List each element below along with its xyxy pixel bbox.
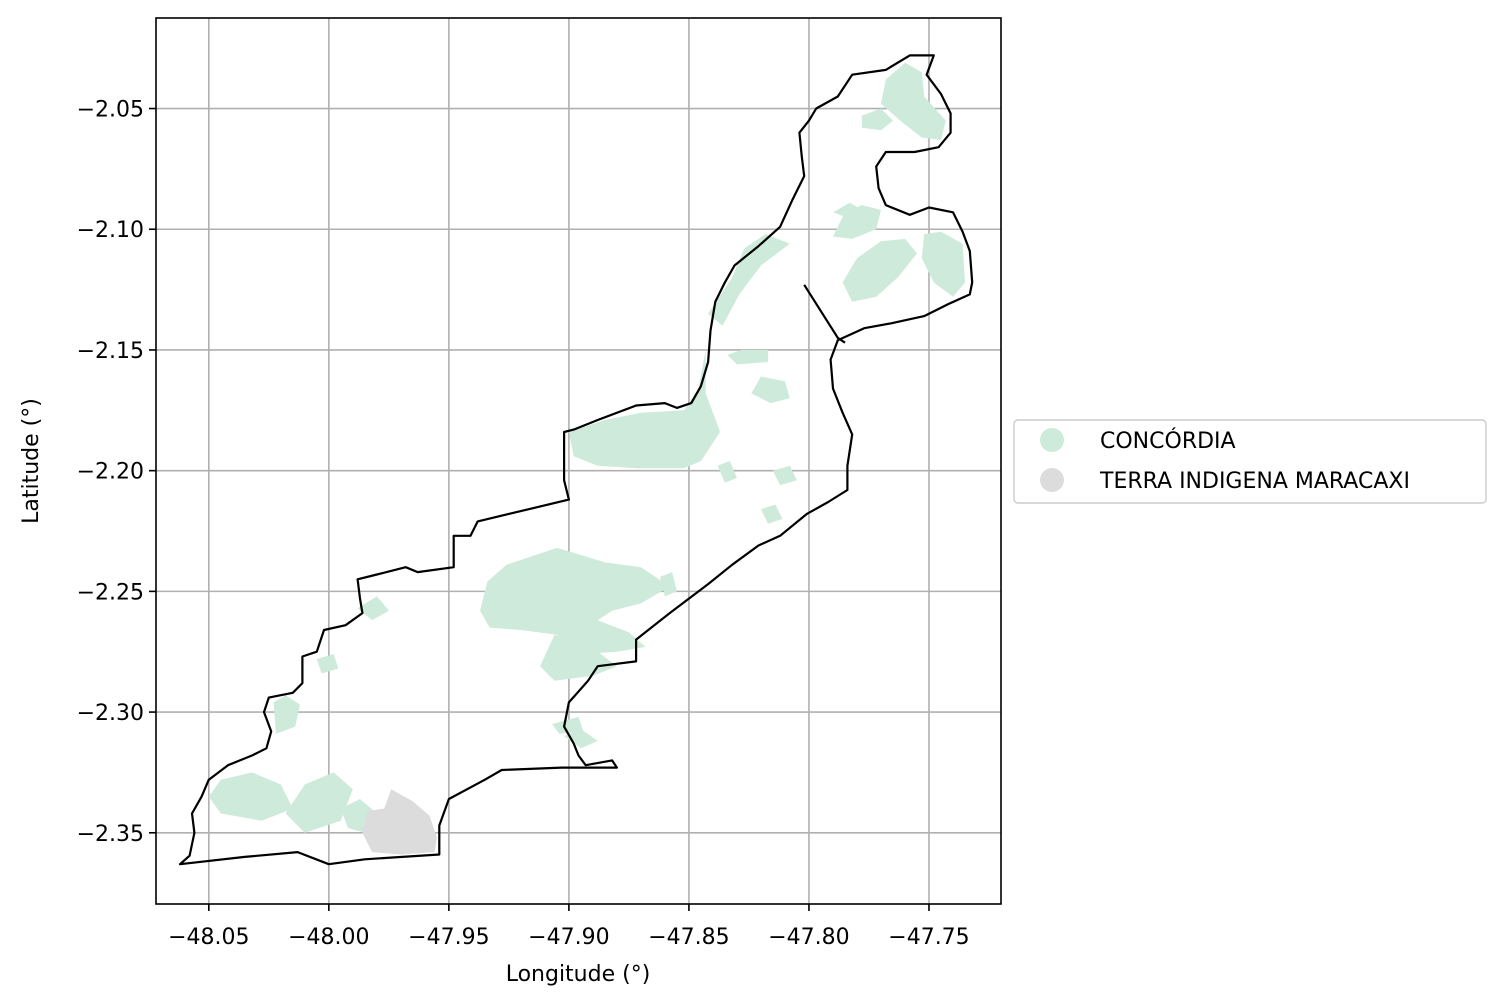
x-tick-label: −47.95 [408, 925, 489, 950]
concordia-polygon [480, 547, 670, 655]
maracaxi-polygon [362, 789, 437, 855]
concordia-polygon [273, 695, 300, 734]
legend-label-concordia: CONCÓRDIA [1100, 428, 1236, 454]
x-tick-label: −48.05 [168, 925, 249, 950]
concordia-polygon [921, 231, 965, 297]
concordia-polygon [717, 461, 737, 483]
axis-ticks: −48.05 −48.00 −47.95 −47.90 −47.85 −47.80 −47.… [77, 98, 970, 950]
legend-swatch-terra-indigena [1040, 468, 1064, 492]
concordia-polygon [708, 234, 790, 326]
concordia-polygon [861, 108, 893, 131]
municipality-boundary-layer [178, 54, 974, 866]
concordia-polygon [760, 504, 783, 524]
x-axis-label: Longitude (°) [506, 962, 651, 987]
concordia-polygon [540, 634, 617, 681]
concordia-polygon [552, 716, 584, 734]
y-tick-label: −2.20 [77, 460, 144, 485]
concordia-polygon [751, 376, 790, 404]
concordia-polygon [357, 596, 389, 621]
concordia-polygon [842, 238, 917, 302]
y-axis-label: Latitude (°) [19, 398, 44, 524]
y-tick-label: −2.30 [77, 701, 144, 726]
legend: CONCÓRDIA TERRA INDIGENA MARACAXI [1013, 419, 1487, 504]
concordia-polygon [727, 349, 769, 365]
concordia-polygon [316, 654, 339, 674]
concordia-polygon [564, 729, 598, 749]
concordia-polygon [640, 432, 665, 452]
y-tick-label: −2.10 [77, 218, 144, 243]
x-tick-label: −47.75 [888, 925, 969, 950]
municipality-boundary [178, 54, 974, 866]
x-tick-label: −47.90 [528, 925, 609, 950]
legend-label-terra-indigena: TERRA INDIGENA MARACAXI [1099, 469, 1410, 494]
concordia-polygon [833, 202, 862, 220]
concordia-polygon [660, 572, 677, 597]
y-tick-label: −2.35 [77, 822, 144, 847]
y-tick-label: −2.25 [77, 580, 144, 605]
concordia-polygon [772, 465, 797, 486]
legend-box [1013, 419, 1487, 504]
axes-frame [155, 17, 1002, 905]
y-tick-label: −2.15 [77, 339, 144, 364]
concordia-polygon [568, 349, 721, 469]
x-tick-label: −47.85 [648, 925, 729, 950]
land-cover-layer [208, 62, 965, 855]
grid-lines [156, 18, 1001, 904]
legend-swatch-concordia [1040, 428, 1064, 452]
concordia-polygon [208, 772, 293, 821]
x-tick-label: −48.00 [288, 925, 369, 950]
boundary-notch [803, 284, 846, 344]
concordia-polygon [881, 62, 946, 140]
concordia-polygon [285, 772, 353, 833]
y-tick-label: −2.05 [77, 98, 144, 123]
x-tick-label: −47.80 [768, 925, 849, 950]
